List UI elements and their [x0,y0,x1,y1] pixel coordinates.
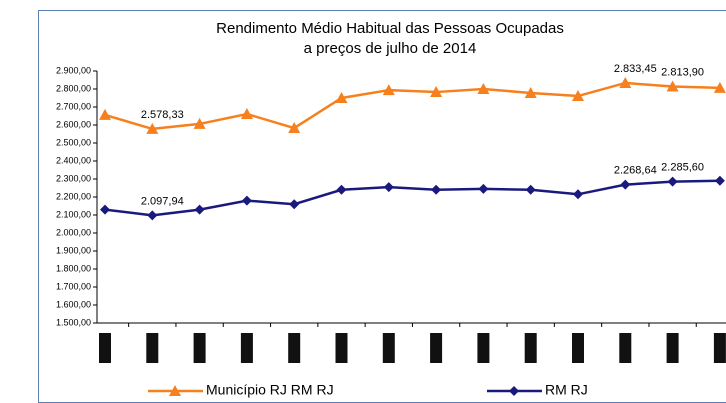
marker [477,83,490,94]
value-label: 2.097,94 [141,195,184,207]
marker [573,189,583,200]
value-label: 2.813,90 [661,66,704,78]
y-tick-label: 1.900,00 [56,245,91,255]
x-tick-label-box [430,333,443,363]
marker [335,92,348,103]
y-tick-label: 1.600,00 [56,299,91,309]
value-label: 2.578,33 [141,109,184,121]
y-tick-label: 2.000,00 [56,227,91,237]
x-tick-label-box [146,333,159,363]
x-tick-label-box [619,333,632,363]
marker [240,108,253,120]
y-tick-label: 2.400,00 [56,155,91,165]
x-tick-label-box [335,333,348,363]
x-tick-label-box [193,333,206,363]
legend-label: Município RJ RM RJ [206,382,334,398]
chart-subtitle: a preços de julho de 2014 [304,40,477,57]
legend-marker [169,385,181,396]
y-tick-label: 2.100,00 [56,209,91,219]
x-tick-label-box [666,333,679,363]
marker [666,80,679,92]
y-tick-label: 2.900,00 [56,65,91,75]
x-tick-label-box [382,333,395,363]
marker [336,184,347,195]
x-tick-label-box [713,333,726,363]
legend-marker [509,386,519,396]
marker [194,204,205,215]
value-label: 2.833,45 [614,63,657,75]
marker [525,184,536,195]
marker [572,90,584,102]
y-tick-label: 2.300,00 [56,173,91,183]
y-tick-label: 2.700,00 [56,101,91,111]
marker [524,86,537,98]
chart-title: Rendimento Médio Habitual das Pessoas Oc… [216,20,564,37]
marker [147,210,158,221]
y-tick-label: 1.800,00 [56,263,91,273]
marker [382,84,395,96]
marker [99,108,111,120]
series-line [104,179,720,217]
y-tick-label: 2.200,00 [56,191,91,201]
x-tick-label-box [99,333,111,363]
marker [667,176,678,187]
x-tick-label-box [524,333,537,363]
y-tick-label: 2.500,00 [56,137,91,147]
marker [193,117,206,129]
marker [430,86,443,98]
legend-label: RM RJ [545,382,588,398]
value-label: 2.285,60 [661,161,704,173]
marker [620,179,631,190]
y-tick-label: 1.500,00 [56,317,91,327]
x-tick-label-box [477,333,490,363]
x-tick-label-box [288,333,301,363]
marker [288,122,301,134]
marker [100,204,110,215]
series-line [104,81,720,131]
marker [289,199,300,210]
marker [241,195,252,206]
value-label: 2.268,64 [614,165,657,177]
x-tick-label-box [572,333,584,363]
y-tick-label: 1.700,00 [56,281,91,291]
x-tick-label-box [240,333,253,363]
marker [714,175,725,186]
marker [619,76,632,88]
marker [478,183,489,194]
y-tick-label: 2.600,00 [56,119,91,129]
marker [713,81,726,93]
marker [383,182,394,193]
marker [431,184,442,195]
marker [146,122,159,134]
y-tick-label: 2.800,00 [56,83,91,93]
